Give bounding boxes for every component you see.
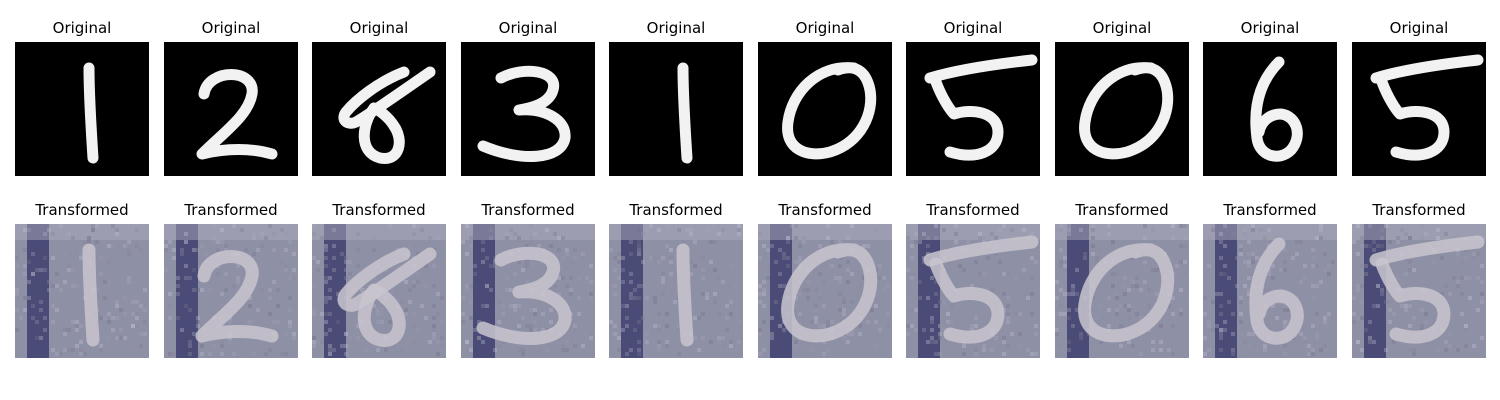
panel-title: Transformed xyxy=(926,201,1020,219)
panel-title: Original xyxy=(1240,19,1300,37)
panel-title: Original xyxy=(943,19,1003,37)
transformed-row: Transformed Transformed Transformed Tran… xyxy=(0,198,1500,358)
panel-title: Original xyxy=(795,19,855,37)
panel-title: Transformed xyxy=(1372,201,1466,219)
transformed-panel: Transformed xyxy=(758,198,892,358)
transformed-digit-image xyxy=(906,224,1040,358)
original-digit-image xyxy=(906,42,1040,176)
panel-title: Transformed xyxy=(184,201,278,219)
transformed-digit-image xyxy=(164,224,298,358)
original-panel: Original xyxy=(1203,16,1337,176)
original-panel: Original xyxy=(609,16,743,176)
panel-title: Original xyxy=(498,19,558,37)
transformed-panel: Transformed xyxy=(312,198,446,358)
transformed-digit-image xyxy=(609,224,743,358)
original-digit-image xyxy=(15,42,149,176)
transformed-panel: Transformed xyxy=(461,198,595,358)
original-row: Original Original Original Original Orig… xyxy=(0,16,1500,176)
panel-title: Original xyxy=(1092,19,1152,37)
original-digit-image xyxy=(1352,42,1486,176)
panel-title: Original xyxy=(201,19,261,37)
transformed-digit-image xyxy=(15,224,149,358)
panel-title: Transformed xyxy=(481,201,575,219)
original-panel: Original xyxy=(164,16,298,176)
transformed-panel: Transformed xyxy=(1055,198,1189,358)
panel-title: Transformed xyxy=(1075,201,1169,219)
panel-title: Transformed xyxy=(629,201,723,219)
transformed-panel: Transformed xyxy=(164,198,298,358)
transformed-panel: Transformed xyxy=(1352,198,1486,358)
original-panel: Original xyxy=(906,16,1040,176)
original-digit-image xyxy=(758,42,892,176)
original-panel: Original xyxy=(15,16,149,176)
original-digit-image xyxy=(1203,42,1337,176)
original-panel: Original xyxy=(1352,16,1486,176)
transformed-digit-image xyxy=(1352,224,1486,358)
panel-title: Transformed xyxy=(778,201,872,219)
original-digit-image xyxy=(1055,42,1189,176)
panel-title: Original xyxy=(646,19,706,37)
panel-title: Transformed xyxy=(1223,201,1317,219)
original-digit-image xyxy=(461,42,595,176)
panel-title: Original xyxy=(1389,19,1449,37)
original-digit-image xyxy=(312,42,446,176)
transformed-digit-image xyxy=(461,224,595,358)
transformed-digit-image xyxy=(312,224,446,358)
original-panel: Original xyxy=(758,16,892,176)
transformed-panel: Transformed xyxy=(906,198,1040,358)
original-panel: Original xyxy=(1055,16,1189,176)
transformed-panel: Transformed xyxy=(15,198,149,358)
panel-title: Transformed xyxy=(35,201,129,219)
transformed-panel: Transformed xyxy=(609,198,743,358)
transformed-digit-image xyxy=(758,224,892,358)
original-digit-image xyxy=(164,42,298,176)
transformed-digit-image xyxy=(1055,224,1189,358)
panel-title: Transformed xyxy=(332,201,426,219)
panel-title: Original xyxy=(349,19,409,37)
original-panel: Original xyxy=(312,16,446,176)
original-panel: Original xyxy=(461,16,595,176)
transformed-panel: Transformed xyxy=(1203,198,1337,358)
original-digit-image xyxy=(609,42,743,176)
transformed-digit-image xyxy=(1203,224,1337,358)
panel-title: Original xyxy=(52,19,112,37)
